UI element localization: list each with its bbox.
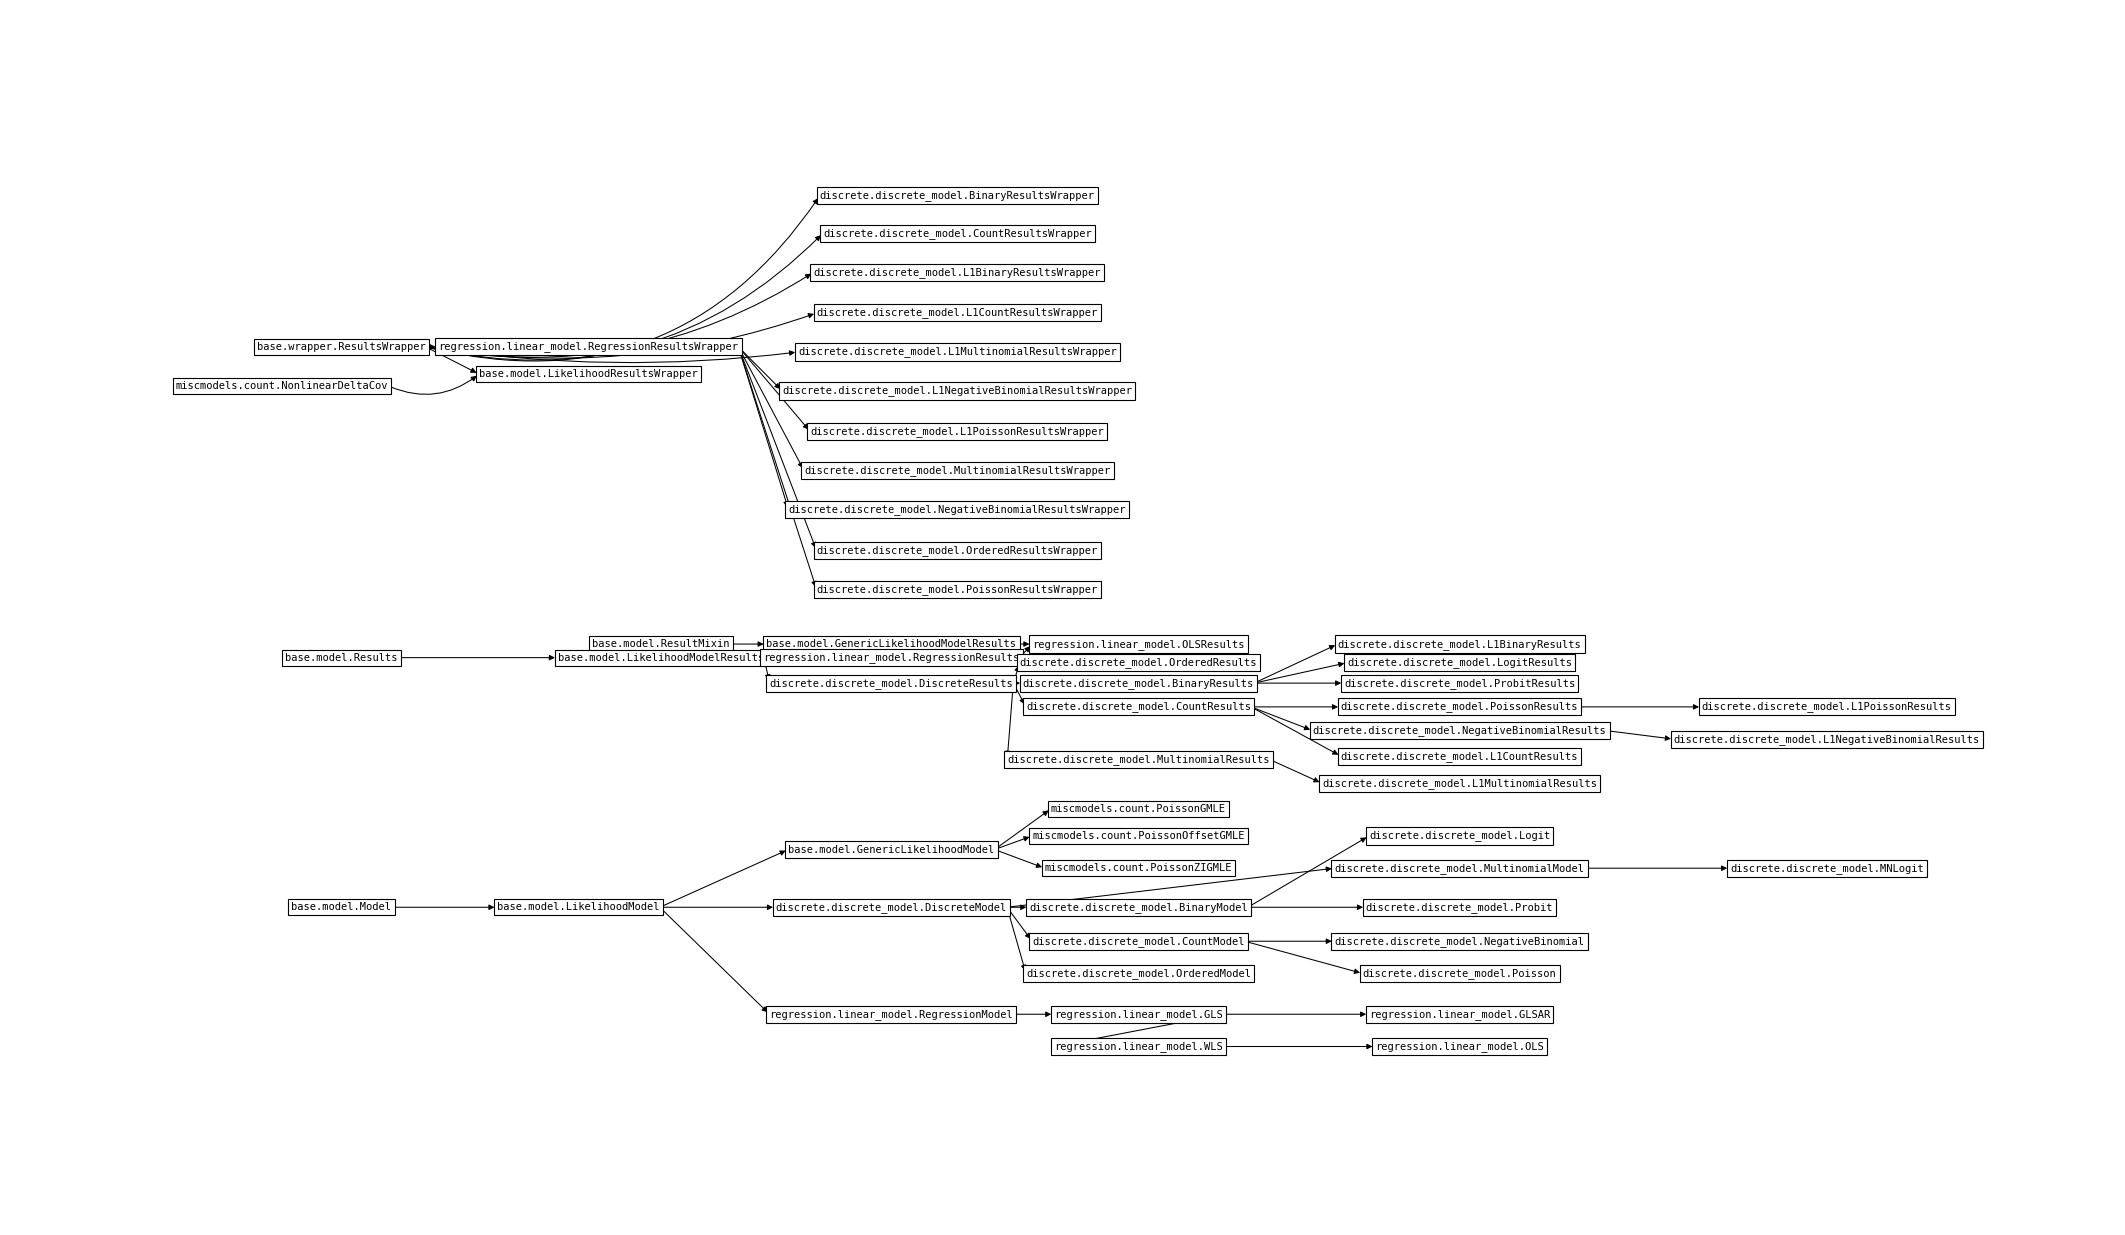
Text: discrete.discrete_model.MultinomialModel: discrete.discrete_model.MultinomialModel — [1334, 863, 1585, 873]
Text: base.model.LikelihoodModelResults: base.model.LikelihoodModelResults — [557, 652, 765, 663]
Text: discrete.discrete_model.CountResultsWrapper: discrete.discrete_model.CountResultsWrap… — [822, 227, 1092, 238]
Text: miscmodels.count.NonlinearDeltaCov: miscmodels.count.NonlinearDeltaCov — [176, 380, 389, 391]
Text: base.model.LikelihoodModel: base.model.LikelihoodModel — [497, 903, 659, 913]
Text: discrete.discrete_model.BinaryResultsWrapper: discrete.discrete_model.BinaryResultsWra… — [820, 190, 1094, 201]
Text: base.model.Model: base.model.Model — [291, 903, 391, 913]
Text: discrete.discrete_model.OrderedModel: discrete.discrete_model.OrderedModel — [1026, 968, 1252, 979]
Text: discrete.discrete_model.BinaryModel: discrete.discrete_model.BinaryModel — [1028, 902, 1247, 913]
Text: discrete.discrete_model.LogitResults: discrete.discrete_model.LogitResults — [1347, 657, 1572, 668]
Text: discrete.discrete_model.PoissonResults: discrete.discrete_model.PoissonResults — [1341, 701, 1579, 713]
Text: base.model.LikelihoodResultsWrapper: base.model.LikelihoodResultsWrapper — [478, 369, 697, 379]
Text: regression.linear_model.WLS: regression.linear_model.WLS — [1054, 1041, 1222, 1052]
Text: discrete.discrete_model.L1CountResults: discrete.discrete_model.L1CountResults — [1341, 751, 1579, 762]
Text: regression.linear_model.GLS: regression.linear_model.GLS — [1054, 1009, 1222, 1020]
Text: discrete.discrete_model.Logit: discrete.discrete_model.Logit — [1368, 830, 1551, 841]
Text: discrete.discrete_model.PoissonResultsWrapper: discrete.discrete_model.PoissonResultsWr… — [816, 584, 1099, 595]
Text: discrete.discrete_model.MultinomialResultsWrapper: discrete.discrete_model.MultinomialResul… — [803, 466, 1111, 477]
Text: discrete.discrete_model.L1MultinomialResultsWrapper: discrete.discrete_model.L1MultinomialRes… — [799, 347, 1118, 357]
Text: discrete.discrete_model.L1NegativeBinomialResults: discrete.discrete_model.L1NegativeBinomi… — [1674, 734, 1980, 745]
Text: discrete.discrete_model.DiscreteResults: discrete.discrete_model.DiscreteResults — [769, 678, 1014, 689]
Text: discrete.discrete_model.DiscreteModel: discrete.discrete_model.DiscreteModel — [776, 902, 1007, 913]
Text: regression.linear_model.GLSAR: regression.linear_model.GLSAR — [1368, 1009, 1551, 1020]
Text: regression.linear_model.RegressionResults: regression.linear_model.RegressionResult… — [763, 652, 1020, 663]
Text: base.model.ResultMixin: base.model.ResultMixin — [593, 638, 729, 650]
Text: regression.linear_model.RegressionResultsWrapper: regression.linear_model.RegressionResult… — [438, 341, 737, 352]
Text: discrete.discrete_model.OrderedResultsWrapper: discrete.discrete_model.OrderedResultsWr… — [816, 545, 1099, 556]
Text: miscmodels.count.PoissonZIGMLE: miscmodels.count.PoissonZIGMLE — [1046, 863, 1232, 873]
Text: discrete.discrete_model.Probit: discrete.discrete_model.Probit — [1366, 902, 1553, 913]
Text: discrete.discrete_model.OrderedResults: discrete.discrete_model.OrderedResults — [1020, 657, 1258, 668]
Text: discrete.discrete_model.L1BinaryResults: discrete.discrete_model.L1BinaryResults — [1339, 638, 1581, 650]
Text: miscmodels.count.PoissonGMLE: miscmodels.count.PoissonGMLE — [1052, 804, 1226, 814]
Text: regression.linear_model.OLS: regression.linear_model.OLS — [1375, 1041, 1545, 1052]
Text: regression.linear_model.OLSResults: regression.linear_model.OLSResults — [1033, 638, 1245, 650]
Text: discrete.discrete_model.CountResults: discrete.discrete_model.CountResults — [1026, 701, 1252, 713]
Text: discrete.discrete_model.L1CountResultsWrapper: discrete.discrete_model.L1CountResultsWr… — [816, 308, 1099, 319]
Text: discrete.discrete_model.L1PoissonResultsWrapper: discrete.discrete_model.L1PoissonResults… — [810, 426, 1105, 437]
Text: discrete.discrete_model.L1NegativeBinomialResultsWrapper: discrete.discrete_model.L1NegativeBinomi… — [782, 385, 1133, 396]
Text: base.wrapper.ResultsWrapper: base.wrapper.ResultsWrapper — [257, 342, 425, 352]
Text: discrete.discrete_model.Poisson: discrete.discrete_model.Poisson — [1362, 968, 1556, 979]
Text: discrete.discrete_model.L1PoissonResults: discrete.discrete_model.L1PoissonResults — [1702, 701, 1953, 713]
Text: discrete.discrete_model.MultinomialResults: discrete.discrete_model.MultinomialResul… — [1007, 755, 1271, 764]
Text: discrete.discrete_model.CountModel: discrete.discrete_model.CountModel — [1033, 936, 1245, 947]
Text: discrete.discrete_model.MNLogit: discrete.discrete_model.MNLogit — [1730, 863, 1923, 873]
Text: regression.linear_model.RegressionModel: regression.linear_model.RegressionModel — [769, 1009, 1014, 1020]
Text: discrete.discrete_model.NegativeBinomialResultsWrapper: discrete.discrete_model.NegativeBinomial… — [788, 504, 1126, 515]
Text: discrete.discrete_model.BinaryResults: discrete.discrete_model.BinaryResults — [1022, 678, 1254, 689]
Text: discrete.discrete_model.L1MultinomialResults: discrete.discrete_model.L1MultinomialRes… — [1322, 778, 1598, 789]
Text: discrete.discrete_model.L1BinaryResultsWrapper: discrete.discrete_model.L1BinaryResultsW… — [814, 267, 1101, 278]
Text: base.model.Results: base.model.Results — [285, 652, 397, 663]
Text: miscmodels.count.PoissonOffsetGMLE: miscmodels.count.PoissonOffsetGMLE — [1033, 831, 1245, 841]
Text: base.model.GenericLikelihoodModelResults: base.model.GenericLikelihoodModelResults — [767, 638, 1016, 650]
Text: discrete.discrete_model.ProbitResults: discrete.discrete_model.ProbitResults — [1343, 678, 1575, 689]
Text: discrete.discrete_model.NegativeBinomial: discrete.discrete_model.NegativeBinomial — [1334, 936, 1585, 947]
Text: discrete.discrete_model.NegativeBinomialResults: discrete.discrete_model.NegativeBinomial… — [1313, 725, 1606, 736]
Text: base.model.GenericLikelihoodModel: base.model.GenericLikelihoodModel — [788, 845, 994, 855]
